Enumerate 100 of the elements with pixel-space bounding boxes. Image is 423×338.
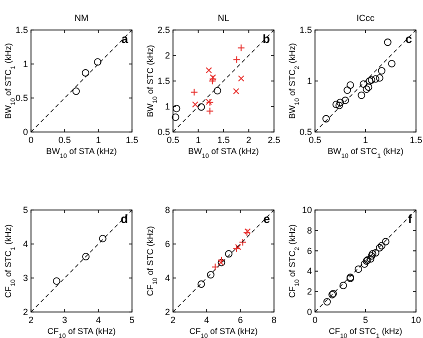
y-tick-label: 2	[22, 307, 28, 317]
point	[208, 77, 216, 85]
x-tick-label: 10	[410, 315, 422, 325]
point	[364, 83, 372, 91]
y-tick-label: 8	[164, 205, 170, 215]
point	[225, 250, 232, 258]
point	[342, 96, 349, 104]
y-tick-label: 1.5	[157, 76, 170, 86]
point	[232, 88, 240, 94]
x-tick-label: 5	[129, 315, 135, 325]
y-tick-label: 1	[164, 102, 170, 112]
y-tick-label: 10	[302, 205, 312, 215]
point	[232, 56, 240, 64]
x-tick-label: 1.5	[217, 135, 230, 145]
y-tick-label: 1	[22, 59, 28, 69]
y-tick-label: 5	[22, 205, 28, 215]
point	[376, 74, 384, 82]
point	[207, 271, 214, 278]
point	[72, 88, 80, 95]
point	[336, 102, 343, 110]
point	[190, 88, 198, 96]
point	[238, 75, 244, 82]
x-axis-title: BW$_{10}$ of STA (kHz)	[188, 146, 260, 160]
chart-title: NL	[218, 13, 230, 23]
y-tick-label: 2	[164, 50, 170, 60]
x-tick-label: 1.5	[126, 135, 138, 145]
x-tick-label: 0.5	[58, 135, 71, 145]
annotation: b	[262, 32, 270, 46]
y-tick-label: 6	[164, 239, 170, 249]
y-tick-label: 8	[306, 225, 312, 236]
point	[192, 101, 198, 108]
annotation: e	[263, 212, 270, 226]
x-axis-title: BW$_{10}$ of STA (kHz)	[46, 146, 118, 160]
point	[332, 100, 340, 108]
y-tick-label: 0.5	[157, 127, 170, 137]
x-tick-label: 1	[196, 135, 201, 145]
chart-title: NM	[74, 13, 88, 23]
point	[322, 115, 330, 122]
point	[336, 98, 344, 106]
point	[198, 280, 205, 288]
point	[376, 244, 384, 252]
point	[368, 250, 376, 258]
y-tick-label: 0	[306, 307, 312, 317]
y-tick-label: 6	[306, 246, 312, 256]
x-tick-label: 1.5	[410, 135, 422, 145]
point	[238, 238, 246, 246]
point	[388, 60, 396, 68]
point	[340, 282, 347, 290]
y-tick-label: 2	[306, 286, 312, 297]
annotation: d	[120, 212, 128, 226]
y-tick-label: 4	[164, 273, 170, 283]
point	[206, 98, 212, 106]
point	[358, 92, 366, 99]
point	[378, 242, 386, 250]
x-tick-label: 1	[96, 135, 101, 145]
y-tick-label: 3	[22, 273, 28, 283]
x-tick-label: 6	[238, 315, 243, 325]
point	[362, 85, 370, 93]
x-tick-label: 2.5	[268, 135, 280, 145]
point	[206, 107, 214, 115]
point	[372, 75, 380, 83]
x-tick-label: 8	[271, 315, 277, 325]
y-tick-label: 2	[164, 307, 170, 317]
y-tick-label: 2.5	[157, 25, 170, 35]
x-tick-label: 2	[246, 135, 252, 145]
x-tick-label: 1	[362, 135, 368, 145]
point	[360, 80, 368, 88]
x-tick-label: 3	[62, 315, 68, 325]
point	[198, 103, 205, 111]
point	[214, 86, 222, 94]
annotation: c	[405, 32, 412, 46]
y-tick-label: 0.5	[299, 127, 312, 137]
y-tick-label: 4	[22, 239, 28, 249]
point	[172, 114, 180, 121]
point	[52, 277, 60, 285]
point	[211, 263, 220, 271]
point	[372, 249, 380, 257]
point	[218, 256, 226, 264]
point	[382, 238, 390, 246]
y-tick-label: 1.5	[299, 25, 312, 35]
x-tick-label: 4	[96, 315, 101, 325]
point	[368, 76, 376, 84]
y-tick-label: 1	[306, 76, 312, 86]
x-axis-title: CF$_{10}$ of STA (kHz)	[189, 326, 258, 338]
x-axis-title: BW$_{10}$ of STC$_{1}$ (kHz)	[328, 146, 404, 160]
point	[237, 44, 245, 52]
point	[378, 67, 386, 74]
x-axis-title: CF$_{10}$ of STC$_{1}$ (kHz)	[328, 326, 402, 338]
point	[366, 255, 374, 263]
point	[172, 104, 180, 112]
point	[82, 69, 90, 77]
y-tick-label: 4	[306, 266, 312, 276]
point	[354, 265, 362, 273]
point	[82, 252, 90, 260]
point	[94, 58, 102, 66]
point	[346, 81, 354, 89]
y-tick-label: 1.5	[15, 25, 28, 35]
point	[384, 38, 392, 46]
point	[206, 67, 212, 74]
annotation: a	[121, 32, 128, 46]
